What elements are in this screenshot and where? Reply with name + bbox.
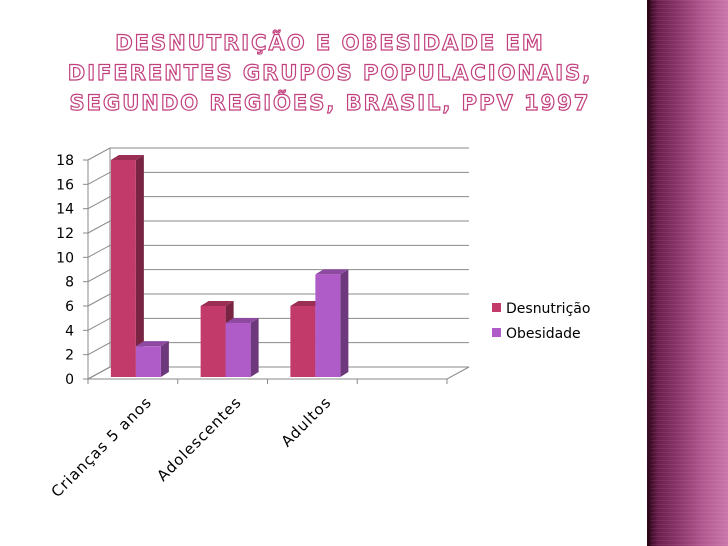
- legend-swatch-desnutricao: [492, 303, 501, 312]
- bar-top: [225, 318, 259, 324]
- bar-front: [110, 160, 136, 377]
- y-tick-label: 4: [65, 323, 74, 339]
- bar-top: [135, 341, 169, 347]
- bar: [110, 155, 144, 377]
- y-tick-label: 0: [65, 372, 74, 388]
- x-category-label: Adolescentes: [153, 393, 245, 485]
- legend-label-desnutricao: Desnutrição: [506, 301, 590, 317]
- legend: Desnutrição Obesidade: [492, 301, 590, 342]
- bar: [315, 269, 349, 377]
- side-divider-line: [647, 0, 650, 546]
- side-decoration-band: [650, 0, 728, 546]
- axis-layer: 0 2 4 6 8 10 12 14 16 18: [56, 148, 448, 388]
- bar-front: [200, 306, 226, 377]
- bar: [225, 318, 259, 377]
- legend-swatch-obesidade: [492, 328, 501, 337]
- bar-front: [290, 306, 316, 377]
- y-tick-label: 16: [56, 177, 74, 193]
- x-category-label: Crianças 5 anos: [48, 393, 156, 501]
- y-tick-label: 2: [65, 348, 74, 364]
- y-tick-label: 18: [56, 153, 74, 169]
- bar-top: [200, 301, 234, 306]
- bar-side: [340, 269, 349, 377]
- y-tick-label: 10: [56, 250, 74, 266]
- y-tick-label: 8: [65, 275, 74, 291]
- bar-side: [160, 341, 169, 377]
- grid-layer: [87, 147, 470, 380]
- bars-layer: [110, 155, 349, 377]
- bar-top: [315, 269, 349, 275]
- bar-front: [315, 274, 341, 377]
- x-category-label: Adultos: [278, 393, 335, 450]
- y-tick-label: 12: [56, 226, 74, 242]
- bar-top: [290, 301, 324, 306]
- plot-wall: [88, 148, 469, 379]
- slide-title: Desnutrição e obesidade em diferentes gr…: [67, 30, 593, 115]
- bar-side: [250, 318, 259, 377]
- bar-front: [135, 346, 161, 377]
- legend-label-obesidade: Obesidade: [506, 326, 581, 342]
- y-tick-label: 6: [65, 299, 74, 315]
- bar-front: [225, 323, 251, 377]
- bar-top: [110, 155, 144, 160]
- bar-chart: 0 2 4 6 8 10 12 14 16 18 Crianças 5 anosAdolescen…: [48, 147, 590, 501]
- bar-side: [135, 155, 144, 377]
- y-tick-label: 14: [56, 202, 74, 218]
- bar: [135, 341, 169, 377]
